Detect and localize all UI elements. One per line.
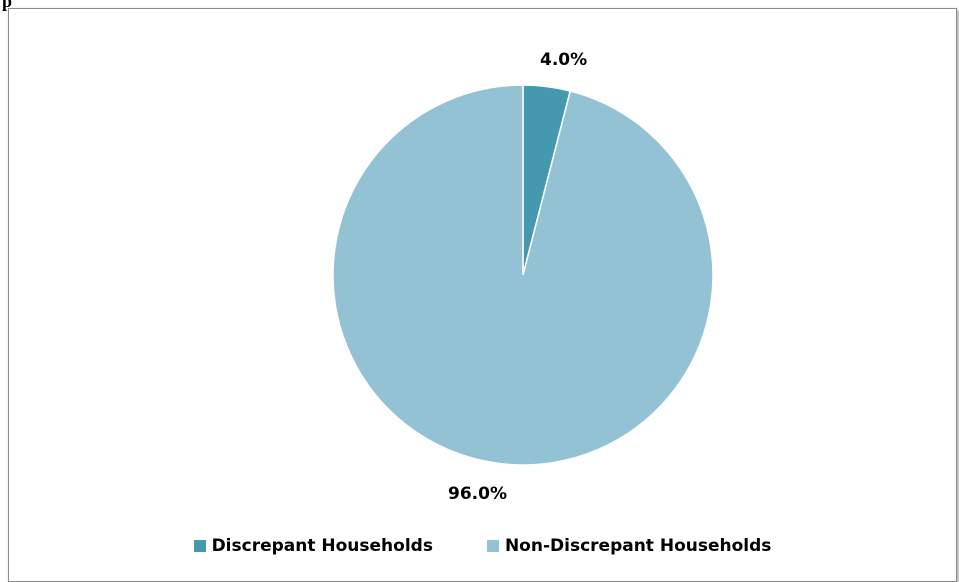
legend-item-discrepant: Discrepant Households — [193, 536, 433, 556]
legend-swatch-non-discrepant — [486, 540, 499, 552]
page-text-fragment: p — [2, 0, 13, 11]
legend-swatch-discrepant — [193, 540, 206, 552]
data-label-discrepant: 4.0% — [540, 50, 588, 70]
legend-item-non-discrepant: Non-Discrepant Households — [486, 536, 772, 556]
legend-label-discrepant: Discrepant Households — [211, 536, 433, 556]
data-label-non-discrepant: 96.0% — [448, 484, 507, 504]
pie-chart — [332, 84, 714, 466]
chart-area: 4.0% 96.0% Discrepant Households Non-Dis… — [8, 8, 957, 582]
legend-label-non-discrepant: Non-Discrepant Households — [504, 536, 772, 556]
chart-legend: Discrepant Households Non-Discrepant Hou… — [9, 536, 956, 556]
pie-slice-non-discrepant — [332, 84, 714, 466]
